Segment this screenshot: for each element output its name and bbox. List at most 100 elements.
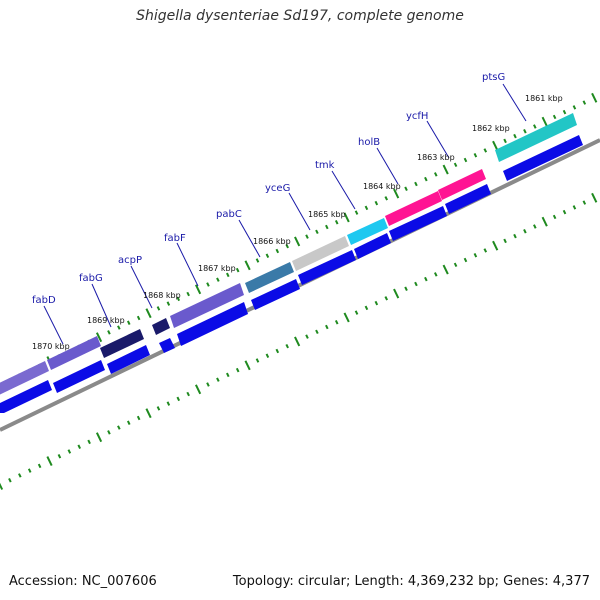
tick-mark [572, 105, 577, 110]
tick-mark [77, 444, 82, 449]
gene-arrow [159, 338, 175, 353]
tick-mark [492, 240, 499, 251]
tick-mark [334, 320, 339, 325]
tick-mark [265, 253, 270, 258]
tick-mark [136, 315, 141, 321]
kbp-label: 1870 kbp [32, 342, 70, 351]
feature-bar-tmk [347, 218, 388, 245]
tick-mark [552, 214, 557, 220]
kbp-label: 1869 kbp [87, 316, 125, 325]
tick-mark [325, 324, 329, 330]
tick-mark [374, 300, 379, 306]
gene-arrow [445, 184, 491, 214]
kbp-label: 1866 kbp [253, 237, 291, 246]
kbp-label: 1861 kbp [525, 94, 563, 103]
tick-mark [533, 124, 537, 129]
tick-mark [463, 157, 468, 163]
tick-mark [294, 336, 301, 347]
tick-mark [582, 200, 587, 205]
tick-mark [195, 384, 202, 395]
gene-arrow [177, 302, 248, 346]
leader-acpP [130, 265, 153, 309]
tick-mark [255, 358, 260, 363]
tick-mark [57, 454, 62, 459]
tick-mark [176, 396, 181, 402]
tick-mark [541, 116, 548, 127]
gene-label-holB: holB [358, 137, 380, 148]
leader-pabC [238, 219, 261, 258]
kbp-label: 1867 kbp [198, 264, 236, 273]
gene-label-fabD: fabD [32, 295, 56, 306]
tick-mark [107, 330, 111, 335]
tick-mark [186, 391, 190, 397]
feature-bar-fabD [0, 361, 49, 395]
tick-mark [315, 229, 319, 235]
tick-mark [87, 439, 91, 445]
gene-arrow [389, 206, 447, 241]
tick-mark [275, 348, 280, 354]
feature-bar-acpP-a [100, 329, 144, 358]
tick-mark [216, 277, 220, 282]
feature-bar-yceG [292, 236, 349, 271]
tick-mark [393, 188, 400, 199]
leader-fabG [91, 283, 112, 328]
feature-bar-pabC [245, 262, 294, 293]
kbp-label: 1865 kbp [308, 210, 346, 219]
tick-mark [166, 301, 171, 306]
kbp-labels: 1861 kbp 1862 kbp 1863 kbp 1864 kbp 1865… [32, 94, 563, 351]
accession-text: Accession: NC_007606 [9, 574, 157, 589]
tick-mark [305, 334, 309, 339]
tick-mark [226, 372, 230, 378]
tick-mark [354, 310, 359, 315]
leader-ycfH [426, 120, 450, 159]
tick-mark [414, 281, 418, 287]
tick-marks [0, 92, 598, 490]
leader-holB [376, 147, 399, 185]
feature-bar-ycfH [438, 169, 486, 200]
tick-mark [255, 258, 260, 263]
tick-mark [244, 260, 251, 271]
gene-arrow [53, 360, 105, 393]
tick-mark [562, 209, 567, 215]
tick-mark [265, 353, 270, 358]
gene-arrow [0, 380, 52, 413]
feature-bar-acpP-b [152, 318, 170, 335]
feature-bar-fabG [47, 336, 101, 370]
tick-mark [483, 248, 488, 253]
tick-mark [46, 456, 53, 467]
tick-mark [424, 276, 428, 282]
tick-mark [294, 236, 301, 247]
tick-mark [582, 100, 587, 105]
tick-mark [433, 272, 438, 277]
leader-yceG [288, 192, 311, 231]
kbp-label: 1863 kbp [417, 153, 455, 162]
tick-mark [343, 212, 350, 223]
tick-mark [305, 234, 309, 239]
gene-label-fabG: fabG [79, 273, 103, 284]
tick-mark [235, 367, 240, 373]
tick-mark [186, 291, 190, 297]
tick-mark [503, 238, 507, 244]
tick-mark [176, 296, 181, 302]
tick-mark [513, 133, 517, 139]
tick-mark [364, 205, 369, 211]
gene-label-fabF: fabF [164, 233, 186, 244]
gene-arrow [107, 345, 150, 374]
tick-mark [442, 264, 449, 275]
tick-mark [414, 181, 418, 187]
tick-mark [562, 109, 567, 115]
tick-mark [424, 176, 428, 182]
tick-mark [492, 140, 499, 151]
tick-mark [354, 210, 359, 215]
tick-mark [334, 220, 339, 225]
gene-label-yceG: yceG [265, 183, 290, 194]
feature-bar-holB [385, 191, 442, 226]
tick-mark [126, 320, 131, 326]
tick-mark [374, 200, 379, 206]
tick-mark [453, 262, 458, 268]
gene-label-acpP: acpP [118, 255, 142, 266]
tick-mark [206, 282, 210, 287]
kbp-label: 1862 kbp [472, 124, 510, 133]
tick-mark [226, 272, 230, 278]
